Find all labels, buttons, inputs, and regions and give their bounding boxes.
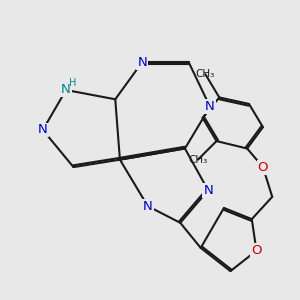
Text: CH₃: CH₃ [188,155,208,165]
Text: N: N [61,83,71,97]
Text: O: O [258,160,268,174]
Text: N: N [38,123,48,136]
Text: H: H [69,79,76,88]
Text: CH₃: CH₃ [196,69,215,79]
Text: N: N [143,200,153,213]
Text: N: N [137,56,147,69]
Text: N: N [205,100,215,113]
Text: N: N [203,184,213,197]
Text: O: O [251,244,262,257]
